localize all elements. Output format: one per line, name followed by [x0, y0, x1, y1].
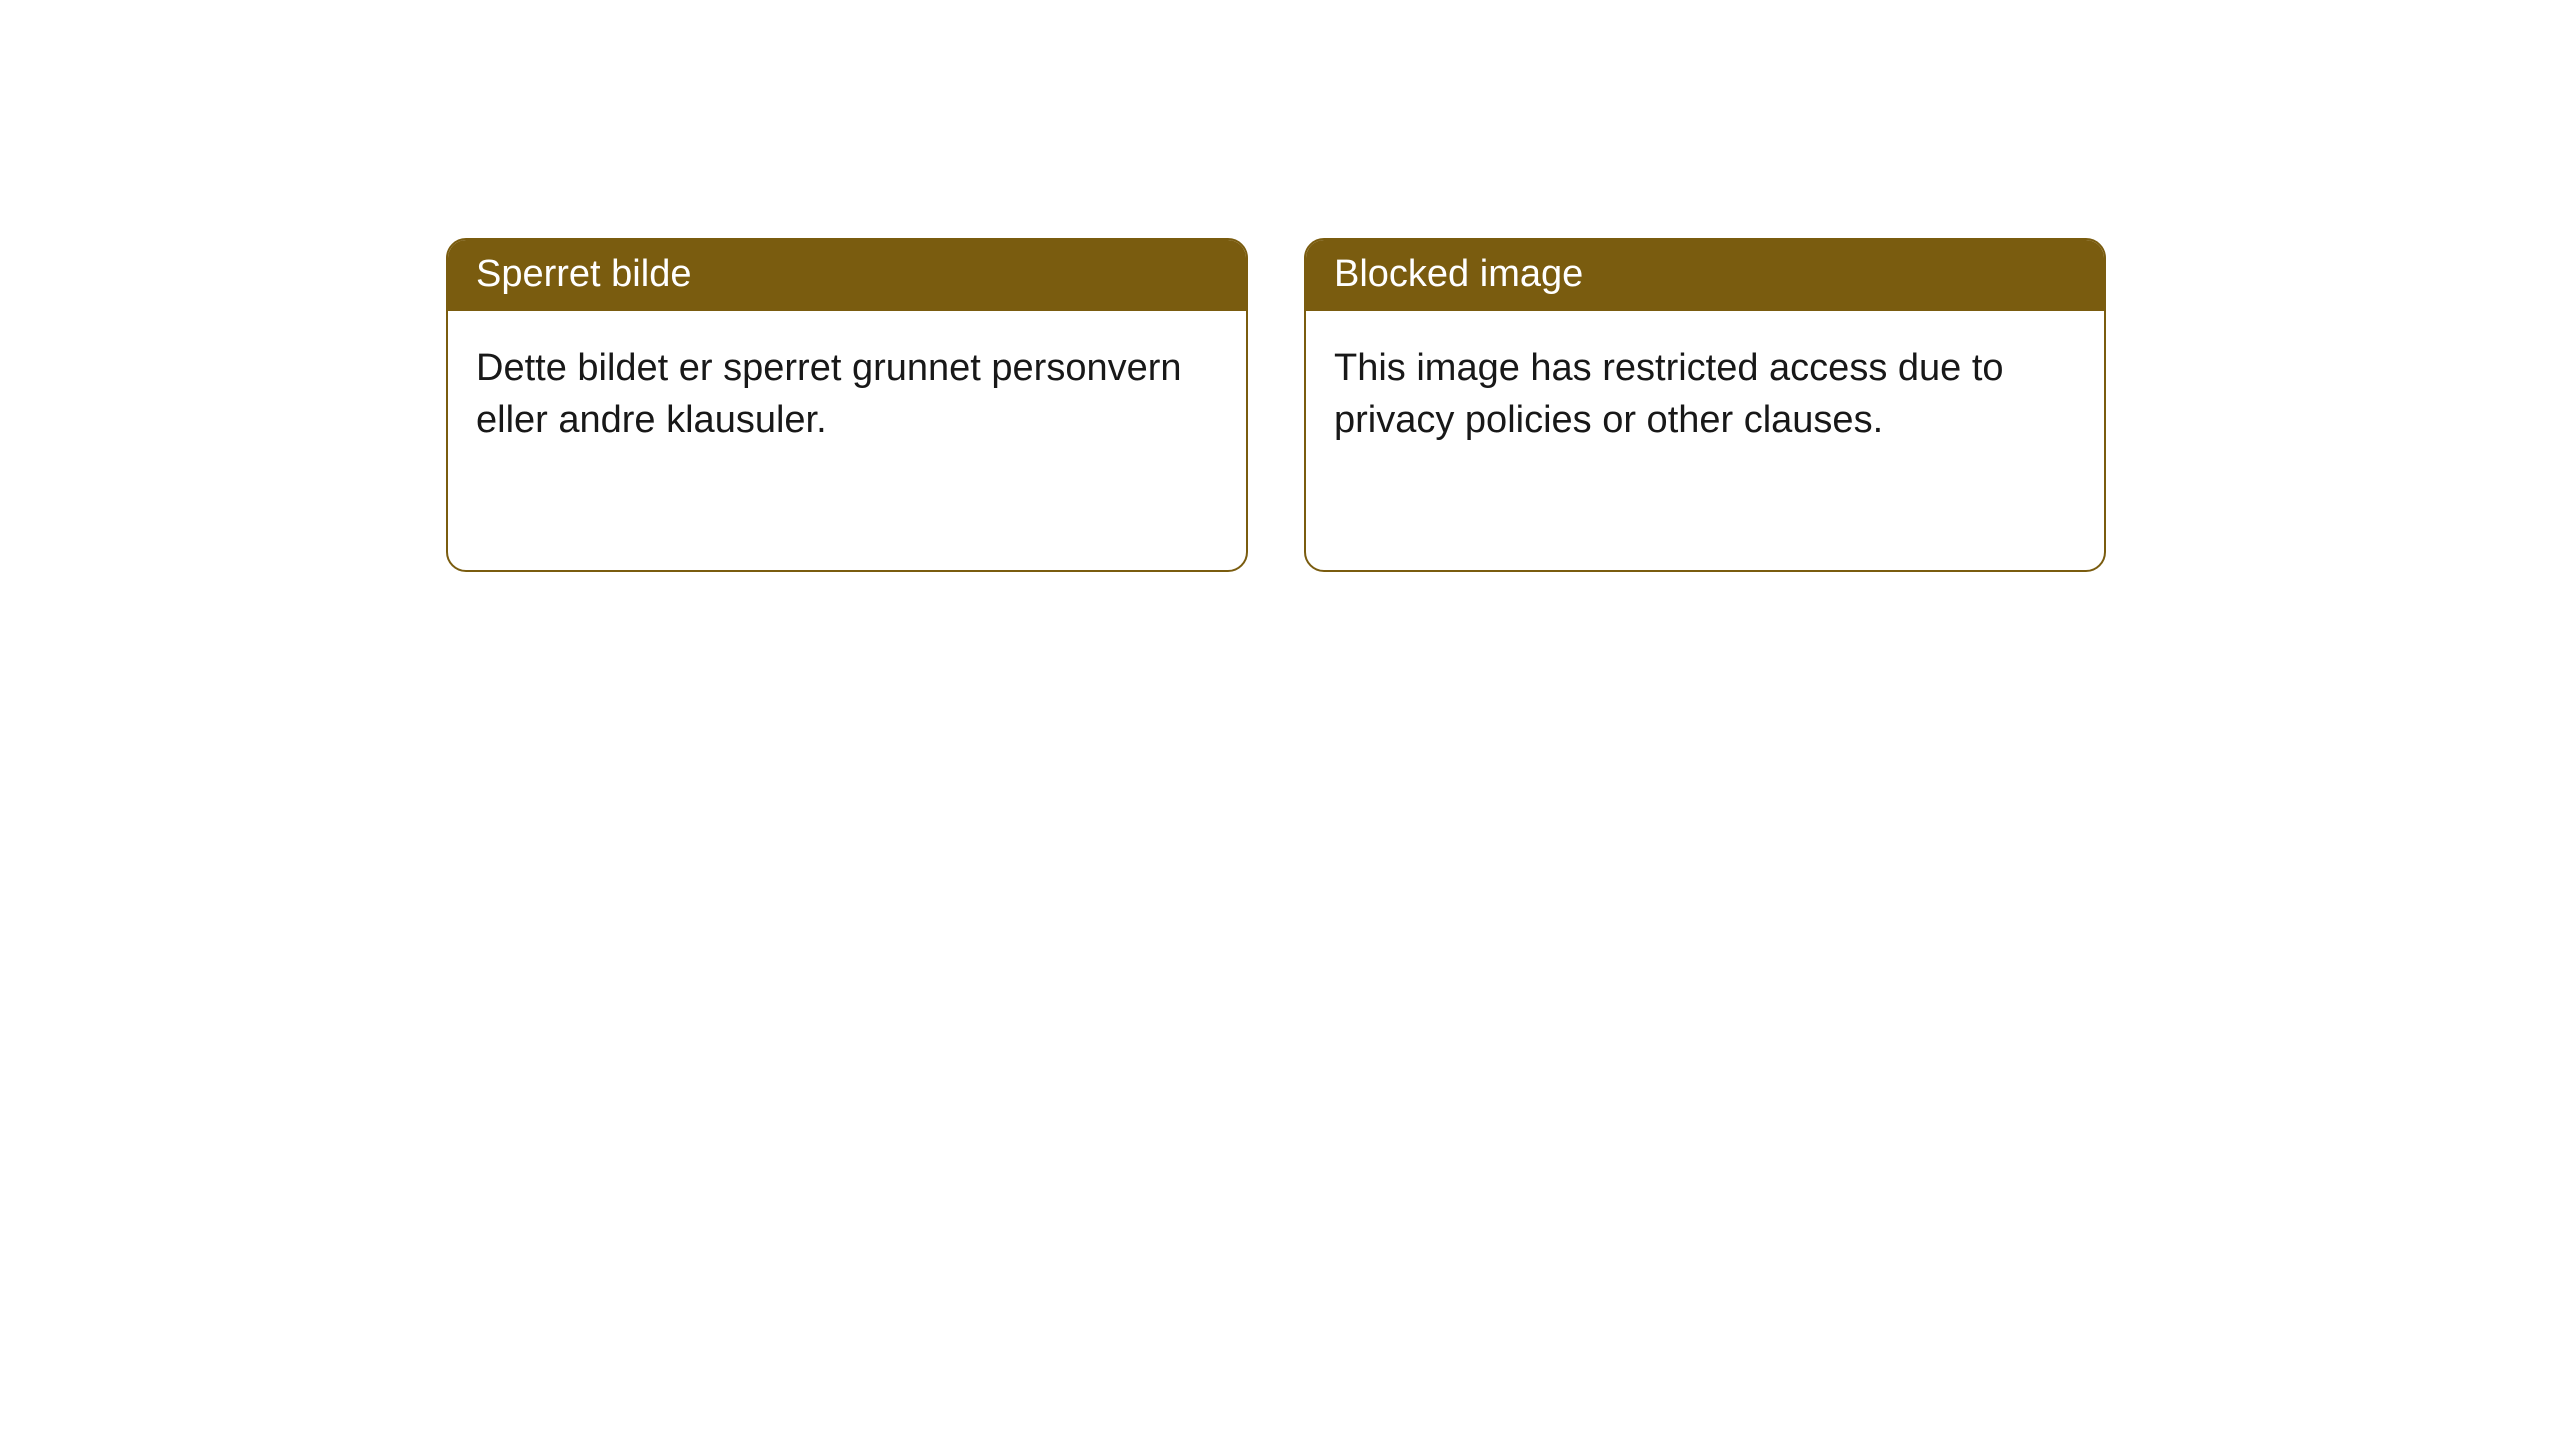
- notice-card-message: Dette bildet er sperret grunnet personve…: [476, 347, 1182, 440]
- notice-card-header: Sperret bilde: [448, 240, 1246, 311]
- card-container: Sperret bilde Dette bildet er sperret gr…: [0, 0, 2560, 572]
- notice-card-message: This image has restricted access due to …: [1334, 347, 2004, 440]
- notice-card-no: Sperret bilde Dette bildet er sperret gr…: [446, 238, 1248, 572]
- notice-card-header: Blocked image: [1306, 240, 2104, 311]
- notice-card-body: This image has restricted access due to …: [1306, 311, 2104, 478]
- notice-card-title: Blocked image: [1334, 253, 1583, 295]
- notice-card-title: Sperret bilde: [476, 253, 691, 295]
- notice-card-en: Blocked image This image has restricted …: [1304, 238, 2106, 572]
- notice-card-body: Dette bildet er sperret grunnet personve…: [448, 311, 1246, 478]
